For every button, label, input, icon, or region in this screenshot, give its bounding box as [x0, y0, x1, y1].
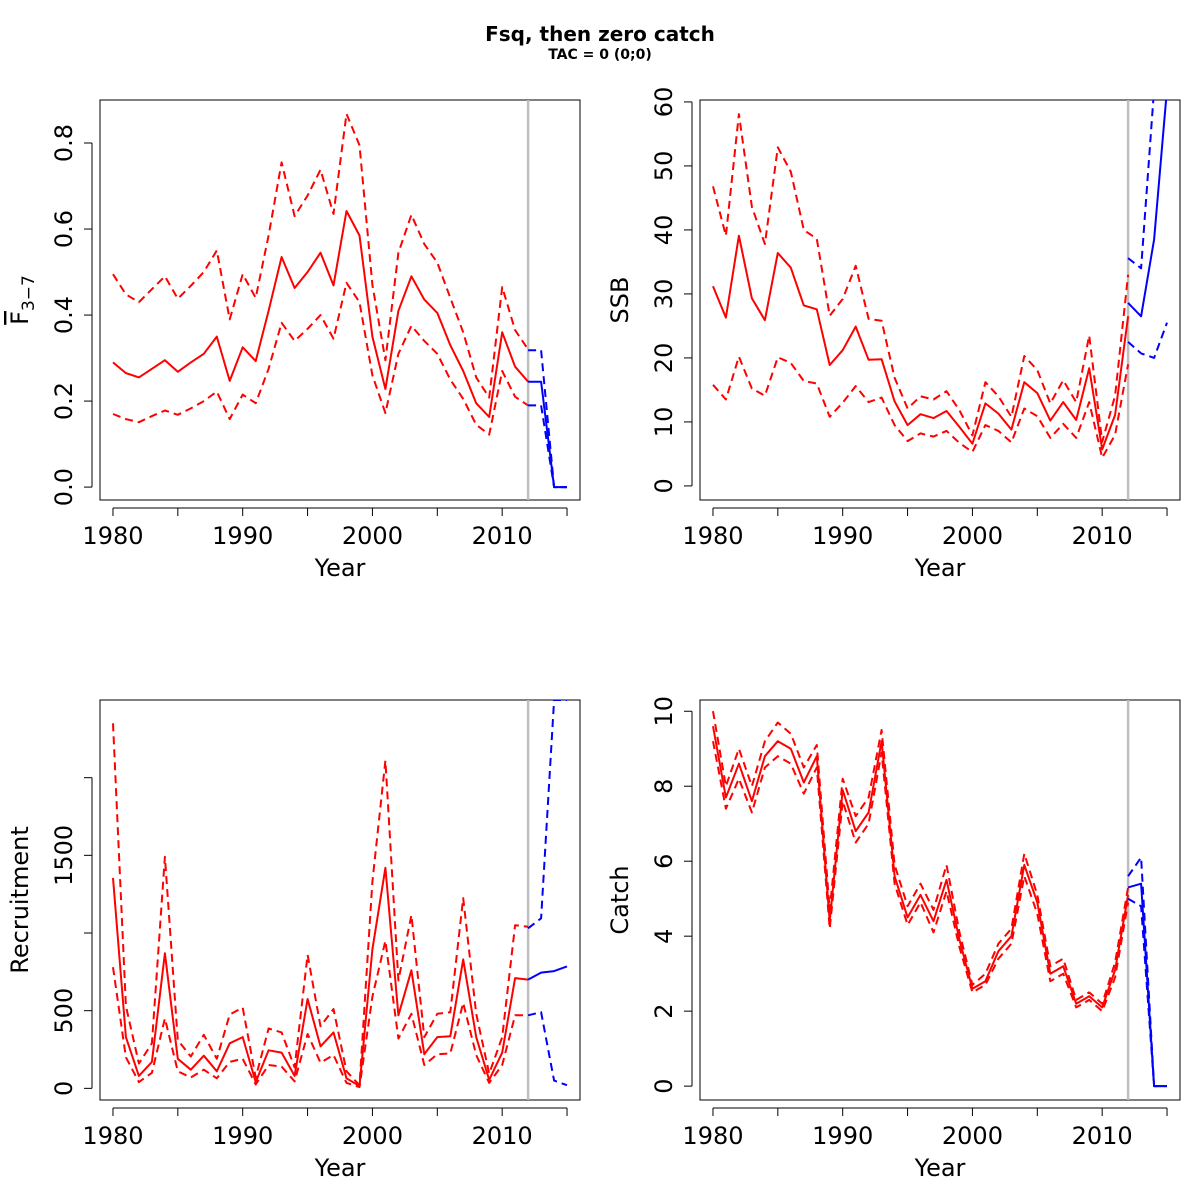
x-tick-label: 1980 — [82, 1122, 143, 1150]
y-tick-label: 60 — [650, 87, 678, 118]
x-tick-label: 2010 — [1072, 1122, 1133, 1150]
y-tick-label: 4 — [650, 929, 678, 944]
x-tick-label: 2000 — [342, 1122, 403, 1150]
x-tick-label: 1990 — [812, 1122, 873, 1150]
forecast-upper-bound-line — [527, 700, 567, 930]
y-tick-label: 30 — [650, 279, 678, 310]
y-tick-label: 0 — [650, 478, 678, 493]
y-tick-label: 0.4 — [50, 296, 78, 334]
forecast-upper-bound-line — [1127, 100, 1155, 270]
y-tick-label: 2 — [650, 1004, 678, 1019]
x-axis-label: Year — [314, 1154, 366, 1182]
y-tick-label: 1500 — [50, 825, 78, 886]
x-tick-label: 2000 — [342, 522, 403, 550]
x-tick-label: 1990 — [212, 522, 273, 550]
historic-estimate-line — [712, 234, 1130, 451]
forecast-estimate-line — [527, 965, 568, 981]
x-tick-label: 1980 — [682, 1122, 743, 1150]
x-axis-label: Year — [914, 1154, 966, 1182]
y-tick-label: 500 — [50, 988, 78, 1034]
forecast-lower-bound-line — [528, 404, 567, 489]
y-tick-label: 10 — [650, 407, 678, 438]
y-tick-label: 40 — [650, 215, 678, 246]
historic-upper-bound-line — [112, 112, 529, 399]
y-tick-label: 20 — [650, 343, 678, 374]
y-tick-label: 0.8 — [50, 124, 78, 162]
forecast-lower-bound-line — [1127, 322, 1168, 359]
y-tick-label: 0.2 — [50, 382, 78, 420]
x-tick-label: 1980 — [82, 522, 143, 550]
x-tick-label: 1980 — [682, 522, 743, 550]
historic-estimate-line — [112, 866, 529, 1087]
chart-panel-ssb: 1980 1990 2000 2010 Year 0 10 20 30 40 50 60 SSB — [606, 87, 1181, 582]
y-tick-label: 0 — [50, 1081, 78, 1096]
chart-panel-recruitment: 1980 1990 2000 2010 Year 0 500 1500 Recruitment — [6, 699, 581, 1182]
y-axis-label: Catch — [606, 865, 634, 934]
forecast-estimate-line — [1127, 882, 1167, 1088]
y-tick-label: 6 — [650, 854, 678, 869]
y-tick-label: 0.0 — [50, 468, 78, 506]
x-tick-label: 1990 — [212, 1122, 273, 1150]
forecast-lower-bound-line — [527, 1011, 568, 1087]
x-tick-label: 2010 — [472, 1122, 533, 1150]
x-axis-label: Year — [314, 554, 366, 582]
plot-frame — [699, 699, 1181, 1101]
historic-lower-bound-line — [712, 355, 1130, 459]
x-tick-label: 2000 — [942, 522, 1003, 550]
forecast-estimate-line — [528, 380, 567, 489]
figure-title: Fsq, then zero catch — [485, 22, 715, 46]
historic-upper-bound-line — [712, 711, 1130, 1005]
historic-lower-bound-line — [112, 281, 529, 436]
y-axis-label: SSB — [606, 277, 634, 324]
x-tick-label: 2010 — [472, 522, 533, 550]
x-tick-label: 2010 — [1072, 522, 1133, 550]
plot-frame — [99, 99, 581, 501]
forecast-estimate-line — [1127, 100, 1168, 318]
forecast-upper-bound-line — [528, 349, 567, 489]
y-tick-label: 50 — [650, 151, 678, 182]
historic-estimate-line — [112, 210, 529, 418]
y-tick-label: 8 — [650, 779, 678, 794]
plot-frame — [699, 99, 1181, 501]
chart-panel-catch: 1980 1990 2000 2010 Year 0 2 4 6 8 10 Catch — [606, 696, 1181, 1182]
y-tick-label: 10 — [650, 696, 678, 727]
historic-estimate-line — [712, 726, 1130, 1009]
figure-subtitle: TAC = 0 (0;0) — [548, 47, 652, 63]
y-axis-label: F3−7 — [6, 275, 39, 325]
plot-frame — [99, 699, 581, 1101]
historic-lower-bound-line — [712, 741, 1130, 1013]
x-tick-label: 2000 — [942, 1122, 1003, 1150]
historic-upper-bound-line — [712, 113, 1130, 443]
chart-panel-fbar: 1980 1990 2000 2010 Year 0.0 0.2 0.4 0.6 0.8 F3−7 — [6, 99, 581, 582]
x-tick-label: 1990 — [812, 522, 873, 550]
y-axis-label: Recruitment — [6, 826, 34, 973]
y-tick-label: 0 — [650, 1078, 678, 1093]
y-tick-label: 0.6 — [50, 210, 78, 248]
historic-lower-bound-line — [112, 939, 529, 1089]
x-axis-label: Year — [914, 554, 966, 582]
historic-upper-bound-line — [112, 723, 529, 1087]
